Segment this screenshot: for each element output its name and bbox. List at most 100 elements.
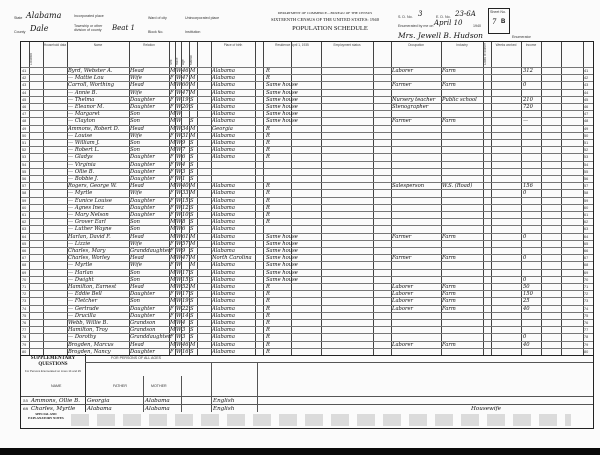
column-divider <box>197 42 198 355</box>
cell-age: 17 <box>182 269 189 276</box>
cell-birth: Alabama <box>212 154 235 161</box>
cell-mar: S <box>190 154 194 161</box>
cell-sex: M <box>170 327 176 334</box>
cell-rel: Wife <box>130 89 142 96</box>
cell-rel: Wife <box>130 262 142 269</box>
cell-occ: Stenographer <box>392 104 429 110</box>
sd-value: 3 <box>418 10 423 18</box>
census-title: SIXTEENTH CENSUS OF THE UNITED STATES: 1… <box>270 17 379 22</box>
cell-res: R <box>266 348 270 355</box>
cell-mar: M <box>190 125 196 132</box>
cell-res: R <box>266 334 270 341</box>
cell-race: W <box>176 226 182 233</box>
column-header: Sex <box>168 59 173 66</box>
cell-inc: 210 <box>523 96 533 103</box>
cell-sex: M <box>170 111 176 118</box>
column-divider <box>541 42 542 355</box>
cell-rel: Daughter <box>130 161 155 168</box>
cell-mar: S <box>190 226 194 233</box>
cell-res: Same house <box>266 233 298 240</box>
table-row: 71 Hamilton, Earnest Head M W 52 M Alabama R Labo… <box>21 283 593 291</box>
cell-line: 76 <box>584 321 589 325</box>
cell-res: R <box>266 291 270 298</box>
cell-birth: Alabama <box>212 341 235 348</box>
cell-line: 63 <box>584 227 589 232</box>
cell-mar: S <box>190 348 194 355</box>
cell-res: Same house <box>266 255 298 262</box>
cell-line: 56 <box>584 177 589 181</box>
column-header: Class of worker <box>482 43 487 65</box>
cell-line: 80 <box>22 349 27 354</box>
cell-line: 73 <box>584 299 589 304</box>
cell-age: 9 <box>182 140 186 146</box>
cell-occ: Farmer <box>392 118 412 125</box>
name-col-label: NAME <box>51 384 62 388</box>
cell-inc: 720 <box>523 104 533 110</box>
cell-line: 74 <box>584 306 589 311</box>
column-header: Relation <box>143 43 155 47</box>
cell-line: 67 <box>22 256 27 261</box>
cell-race: W <box>176 327 182 334</box>
cell-birth: Alabama <box>212 348 235 355</box>
cell-race: W <box>176 298 182 305</box>
cell-line: 43 <box>22 83 27 88</box>
cell-name: — Gladys <box>68 154 93 161</box>
cell-birth: Alabama <box>212 226 235 233</box>
table-row: 47 — Margaret Son M W Alabama Same house 47 <box>21 110 593 118</box>
cell-name: — Annie B. <box>68 89 98 96</box>
cell-sex: F <box>170 168 174 175</box>
cell-res: R <box>266 197 270 204</box>
table-row: 56 — Bobbie J. Daughter F W 1 S 56 <box>21 175 593 183</box>
column-header: Place of birth <box>223 43 243 47</box>
cell-name: Rogers, George W. <box>68 183 117 190</box>
cell-rel: Wife <box>130 240 142 247</box>
cell-inc: 150 <box>523 291 533 298</box>
cell-line: 65 <box>584 241 589 246</box>
cell-birth: Alabama <box>212 82 235 89</box>
supp-cell-mother: Alabama <box>145 406 170 412</box>
supp-cell-name: Charles, Myrtle <box>31 406 76 412</box>
cell-inc: 0 <box>523 334 527 341</box>
cell-rel: Head <box>130 233 145 240</box>
cell-sex: M <box>170 298 176 305</box>
cell-line: 79 <box>22 342 27 347</box>
supplementary-row: 68 Charles, Myrtle Alabama Alabama English Ho… <box>21 404 593 413</box>
cell-inc: 25 <box>523 298 530 305</box>
cell-line: 61 <box>22 213 27 217</box>
cell-birth: Alabama <box>212 298 235 305</box>
cell-res: R <box>266 327 270 334</box>
table-row: 69 — Harlan Son M W 17 S Alabama Same house 69 <box>21 268 593 277</box>
cell-line: 65 <box>22 241 27 246</box>
cell-line: 71 <box>584 285 589 289</box>
cell-race: W <box>176 204 182 211</box>
cell-age: 3 <box>182 327 186 334</box>
column-divider <box>441 42 442 355</box>
cell-rel: Son <box>130 298 141 305</box>
cell-race: W <box>176 140 182 146</box>
cell-occ: Laborer <box>392 291 414 298</box>
column-divider <box>263 42 264 355</box>
cell-res: R <box>266 132 270 139</box>
cell-birth: Alabama <box>212 190 235 197</box>
cell-name: Carroll, Worthing <box>68 82 115 89</box>
cell-name: Harlan, David F. <box>68 233 111 240</box>
cell-sex: F <box>170 305 174 312</box>
cell-mar: S <box>190 118 194 125</box>
cell-mar: M <box>190 75 196 82</box>
cell-sex: F <box>170 190 174 197</box>
cell-race: W <box>176 276 182 283</box>
cell-mar: M <box>190 284 196 290</box>
cell-birth: North Carolina <box>212 255 252 262</box>
cell-line: 60 <box>584 205 589 210</box>
cell-age: 16 <box>182 348 189 355</box>
table-row: 48 — Clayton Son M W S Alabama Same house Farmer… <box>21 117 593 125</box>
column-header: Income <box>525 43 537 47</box>
cell-ind: Farm <box>442 82 456 89</box>
instruction-notes <box>71 414 571 426</box>
cell-sex: F <box>170 348 174 355</box>
county-label: County <box>14 30 26 34</box>
cell-race: W <box>176 118 182 125</box>
column-header: Location <box>28 52 33 65</box>
cell-mar: M <box>190 89 196 96</box>
cell-line: 77 <box>22 328 27 333</box>
